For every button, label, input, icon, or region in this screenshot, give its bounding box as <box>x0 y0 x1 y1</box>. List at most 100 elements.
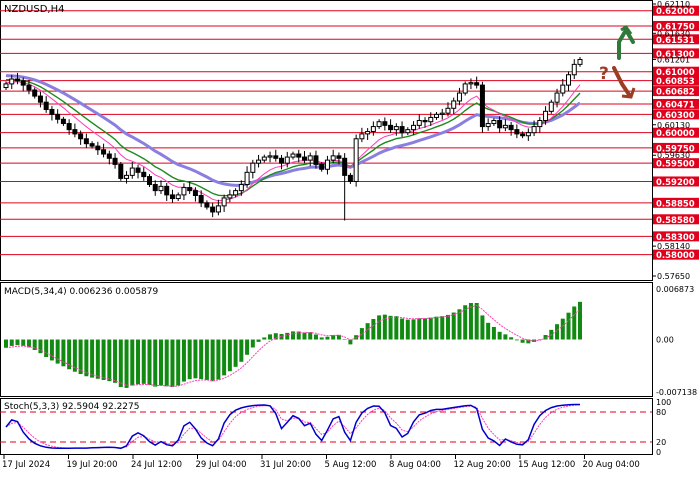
macd-bar <box>113 339 118 383</box>
level-label: 0.60853 <box>656 77 695 87</box>
macd-axis-label: -0.007138 <box>656 388 697 397</box>
macd-bar <box>365 323 370 340</box>
macd-bar <box>164 339 169 387</box>
macd-bar <box>193 339 198 379</box>
candle-body <box>26 84 32 91</box>
stoch-axis-label: 80 <box>656 408 666 417</box>
macd-bar <box>463 305 468 340</box>
candle-body <box>112 157 118 165</box>
candle-body <box>468 82 474 85</box>
stoch-label: Stoch(5,3,3) 92.5904 92.2275 <box>4 402 139 412</box>
price-label: 0.57650 <box>657 272 690 281</box>
candle-body <box>3 83 9 89</box>
macd-bar <box>245 339 250 355</box>
time-label: 5 Aug 12:00 <box>325 460 377 470</box>
macd-bar <box>388 315 393 340</box>
macd-bar <box>394 316 399 340</box>
price-label: 0.59630 <box>657 151 690 160</box>
candle-body <box>474 82 480 86</box>
level-badge <box>653 127 699 138</box>
level-label: 0.61531 <box>656 36 695 46</box>
level-label: 0.60682 <box>656 88 695 98</box>
macd-bar <box>118 339 123 388</box>
candle-body <box>261 156 267 161</box>
time-label: 15 Aug 12:00 <box>518 460 575 470</box>
macd-signal-line <box>5 304 581 387</box>
macd-bar <box>468 303 473 340</box>
candle-body <box>83 138 89 145</box>
candle-body <box>250 162 256 173</box>
macd-axis-label: 0.00 <box>656 336 674 345</box>
macd-bar <box>285 332 290 340</box>
level-label: 0.58000 <box>656 251 695 261</box>
candle-body <box>78 133 84 140</box>
macd-bar <box>342 339 347 341</box>
candle-body <box>141 171 147 178</box>
macd-bar <box>359 328 364 340</box>
time-label: 19 Jul 20:00 <box>67 460 118 470</box>
macd-bar <box>107 339 112 382</box>
candle-body <box>531 126 537 134</box>
price-label: 0.61630 <box>657 29 690 38</box>
candle-body <box>221 197 227 207</box>
macd-bar <box>21 339 26 346</box>
level-label: 0.62000 <box>656 7 695 17</box>
macd-bar <box>38 339 43 354</box>
candle-body <box>192 190 198 196</box>
chart-title: NZDUSD,H4 <box>4 4 64 15</box>
macd-bar <box>101 339 106 380</box>
price-axis: 0.62000 0.61750 0.61531 0.61300 0.610000.608… <box>652 0 699 281</box>
macd-bar <box>331 335 336 340</box>
macd-bar <box>440 316 445 340</box>
macd-bar <box>377 315 382 340</box>
stoch-axis-label: 20 <box>656 438 666 447</box>
macd-bar <box>176 339 181 386</box>
macd-bar <box>181 339 186 382</box>
time-label: 8 Aug 04:00 <box>389 460 441 470</box>
candle-body <box>399 126 405 134</box>
macd-bar <box>405 319 410 340</box>
candle-body <box>66 123 72 131</box>
time-label: 12 Aug 20:00 <box>454 460 511 470</box>
candle-body <box>101 149 107 155</box>
candle-body <box>434 113 439 118</box>
candle-body <box>485 123 491 128</box>
candle-body <box>548 101 554 112</box>
level-badge <box>653 249 699 260</box>
candle-body <box>405 129 411 134</box>
macd-bar <box>411 319 416 340</box>
stoch-panel[interactable] <box>0 398 653 455</box>
macd-bar <box>302 332 307 340</box>
candle-body <box>497 119 503 129</box>
level-badge <box>653 20 699 31</box>
candle-body <box>411 124 417 131</box>
macd-bar <box>78 339 83 375</box>
candle-body <box>566 74 572 86</box>
candle-body <box>256 159 262 164</box>
candle-body <box>204 202 210 208</box>
macd-bar <box>400 318 405 340</box>
candle-body <box>313 155 319 165</box>
time-axis: 17 Jul 2024 19 Jul 20:00 24 Jul 12:00 29 Ju… <box>2 455 640 470</box>
macd-bar <box>572 306 577 340</box>
macd-bar <box>61 339 66 367</box>
candle-body <box>72 129 78 135</box>
macd-bar <box>72 339 77 372</box>
macd-bar <box>84 339 89 377</box>
candle-body <box>129 167 135 176</box>
time-label: 20 Aug 04:00 <box>583 460 640 470</box>
candle-body <box>175 194 181 200</box>
time-label: 29 Jul 04:00 <box>196 460 247 470</box>
price-panel[interactable] <box>0 0 653 281</box>
candle-body <box>365 130 371 135</box>
candle-body <box>95 145 101 151</box>
candle-body <box>227 194 233 199</box>
candle-body <box>60 118 66 125</box>
level-label: 0.59200 <box>656 178 695 188</box>
arrow-down-icon <box>612 66 636 99</box>
candle-body <box>543 110 549 121</box>
candle-body <box>439 112 445 115</box>
candle-body <box>89 143 95 147</box>
candle-body <box>9 78 15 85</box>
